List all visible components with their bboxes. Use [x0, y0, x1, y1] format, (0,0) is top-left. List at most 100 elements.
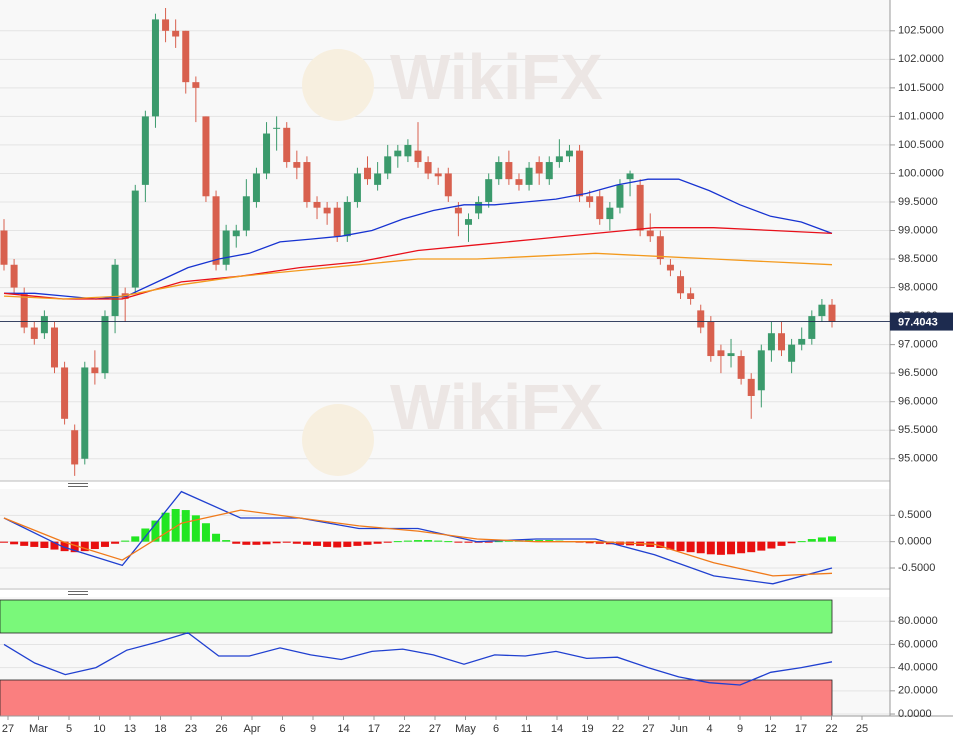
x-tick-label: 27 — [429, 723, 441, 735]
x-tick-label: 5 — [66, 723, 72, 735]
histogram-bar — [292, 541, 301, 544]
y-tick-label: 40.0000 — [898, 662, 938, 674]
resize-handle[interactable] — [68, 486, 88, 487]
candle-body — [10, 264, 18, 288]
candle-body — [374, 173, 382, 185]
last-price-box — [890, 312, 953, 331]
candle-body — [404, 144, 412, 157]
resize-handle[interactable] — [68, 594, 88, 595]
y-tick-label: 100.5000 — [898, 139, 944, 151]
candle-body — [40, 316, 48, 334]
y-tick-label: 20.0000 — [898, 685, 938, 697]
candle-body — [151, 19, 159, 117]
histogram-bar — [323, 541, 332, 547]
y-tick-label: 96.0000 — [898, 396, 938, 408]
candle-body — [495, 162, 503, 180]
x-tick-label: 11 — [521, 723, 532, 735]
candle-body — [323, 207, 331, 214]
histogram-bar — [454, 541, 463, 543]
candle-body — [454, 207, 462, 214]
histogram-bar — [262, 541, 271, 545]
candle-body — [434, 173, 442, 177]
x-tick-label: 27 — [2, 723, 14, 735]
candle-body — [283, 127, 291, 163]
candle-body — [172, 30, 180, 37]
histogram-bar — [232, 541, 241, 544]
y-tick-label: 0.5000 — [898, 509, 932, 521]
indicator-line — [3, 227, 833, 300]
histogram-bar — [90, 541, 99, 550]
histogram-bar — [111, 541, 120, 544]
candle-body — [101, 316, 109, 374]
histogram-bar — [282, 541, 291, 543]
histogram-bar — [313, 541, 322, 546]
histogram-bar — [252, 541, 261, 545]
candle-body — [394, 150, 402, 157]
histogram-bar — [242, 541, 251, 545]
candle-body — [0, 230, 8, 265]
candle-body — [717, 350, 725, 357]
candle-body — [596, 196, 604, 220]
histogram-bar — [706, 541, 715, 555]
resize-handle[interactable] — [68, 483, 88, 484]
x-tick-label: 9 — [737, 723, 743, 735]
watermarks: WikiFX WikiFX — [302, 41, 603, 476]
y-tick-label: 80.0000 — [898, 615, 938, 627]
histogram-bar — [10, 541, 19, 545]
candle-body — [91, 367, 99, 374]
y-tick-label: 99.0000 — [898, 224, 938, 236]
x-tick-label: 13 — [124, 723, 136, 735]
candle-body — [333, 207, 341, 237]
candle-body — [586, 196, 594, 202]
histogram-bar — [353, 541, 362, 546]
candle-body — [525, 167, 533, 185]
x-tick-label: 19 — [581, 723, 593, 735]
candle-body — [30, 327, 38, 339]
candle-body — [71, 430, 79, 465]
x-tick-label: 9 — [310, 723, 316, 735]
candle-body — [515, 179, 523, 185]
candle-body — [818, 304, 826, 317]
candle-body — [707, 321, 715, 357]
indicator-line — [3, 632, 833, 686]
histogram-bar — [737, 541, 746, 554]
watermark-logo — [302, 49, 374, 121]
candle-body — [626, 173, 634, 180]
candle-body — [232, 230, 240, 237]
histogram-bar — [444, 541, 453, 543]
candle-body — [202, 116, 210, 197]
candle-body — [757, 350, 765, 391]
x-tick-label: 23 — [185, 723, 197, 735]
price-panel — [0, 0, 890, 481]
resize-handles[interactable] — [68, 483, 88, 595]
histogram-bar — [131, 536, 140, 542]
resize-handle[interactable] — [68, 591, 88, 592]
candle-body — [505, 162, 513, 180]
candle-body — [808, 316, 816, 339]
x-tick-label: 27 — [642, 723, 654, 735]
candle-body — [727, 353, 735, 357]
indicator-line — [3, 509, 833, 577]
histogram-bar — [40, 541, 49, 548]
candle-body — [222, 230, 230, 265]
histogram-bar — [807, 539, 816, 542]
x-tick-label: 6 — [279, 723, 285, 735]
y-tick-label: 95.5000 — [898, 424, 938, 436]
candle-body — [545, 162, 553, 180]
y-tick-label: -0.5000 — [898, 562, 935, 574]
candle-body — [162, 19, 170, 31]
histogram-bar — [464, 541, 473, 543]
candle-body — [343, 201, 351, 237]
candle-body — [798, 338, 806, 345]
candle-body — [353, 173, 361, 202]
candle-body — [111, 264, 119, 317]
histogram-bar — [777, 541, 786, 546]
histogram-bar — [787, 541, 796, 544]
candle-body — [616, 184, 624, 208]
indicator-line — [3, 490, 833, 585]
histogram-bar — [30, 541, 39, 547]
candle-body — [192, 82, 200, 88]
histogram-bar — [656, 541, 665, 548]
histogram-bar — [797, 541, 806, 543]
